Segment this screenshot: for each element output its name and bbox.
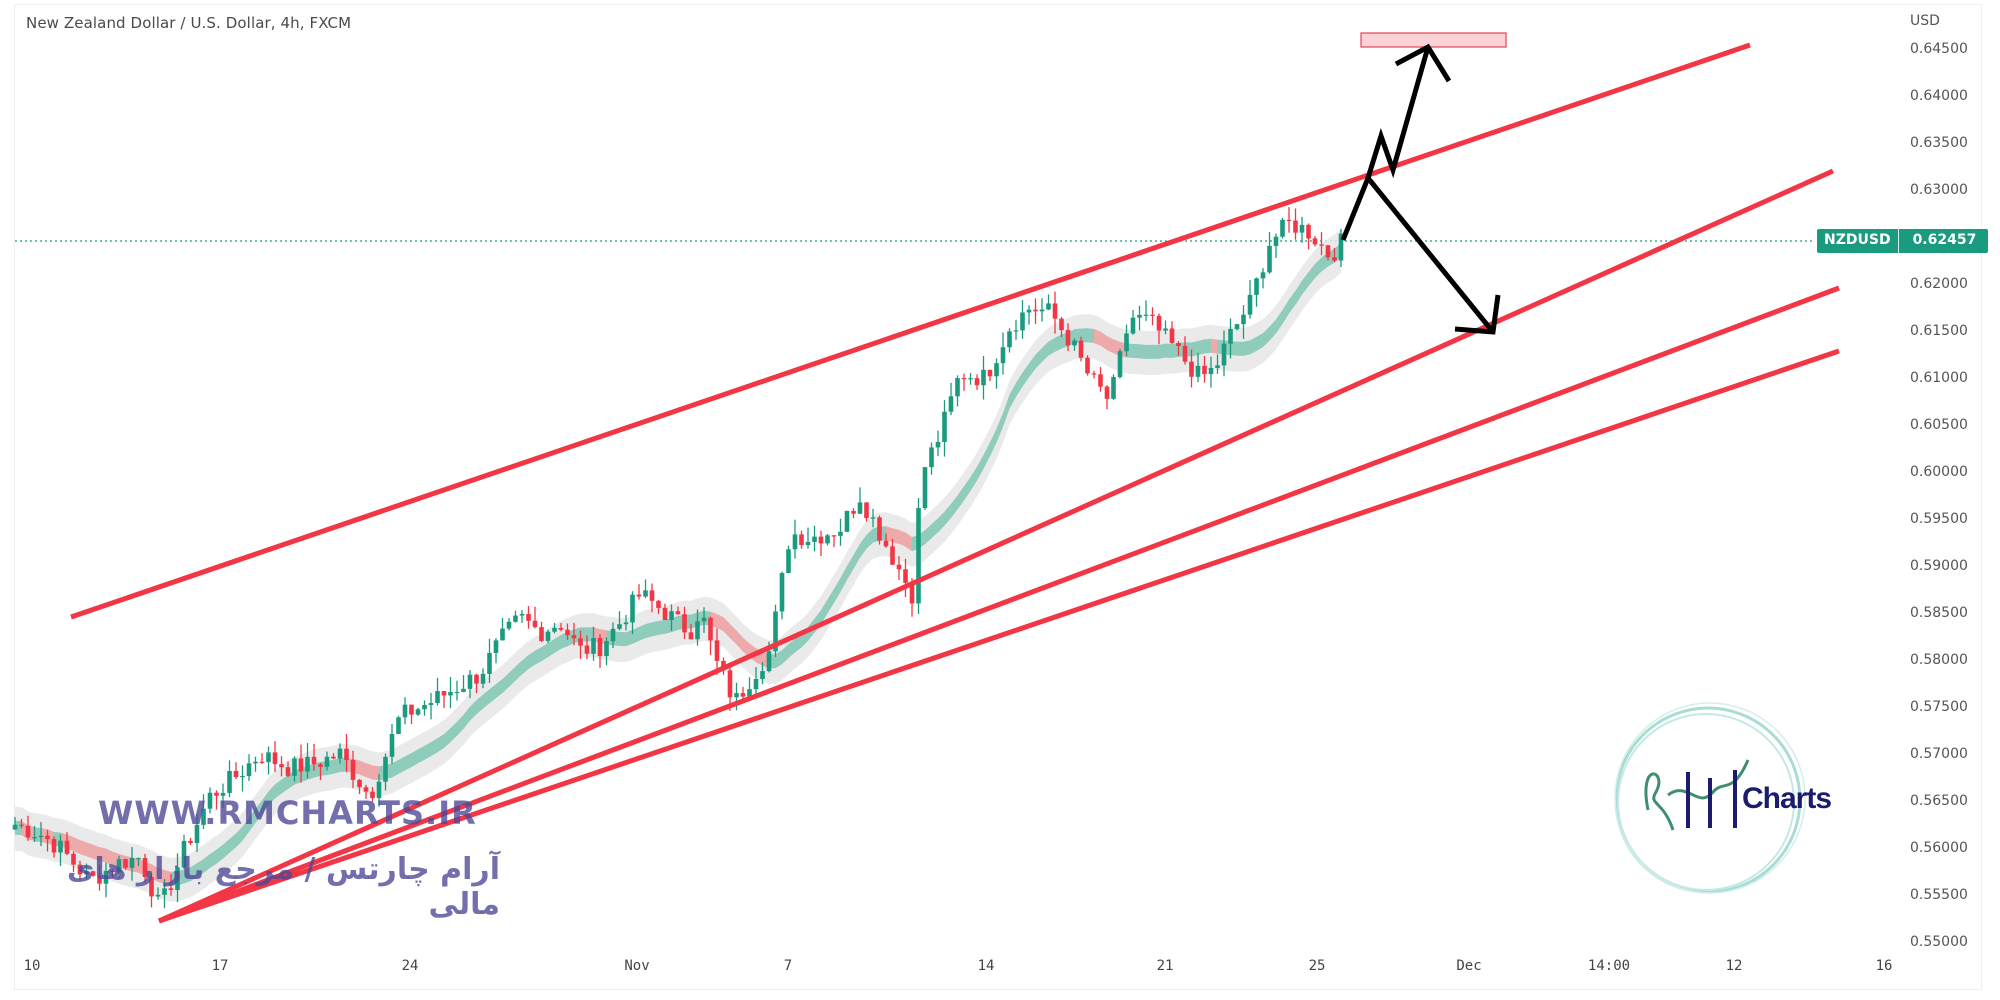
price-tick: 0.63500	[1910, 135, 1968, 151]
trendline-support-1[interactable]	[157, 168, 1835, 924]
time-tick: 17	[211, 958, 229, 974]
price-axis-currency: USD	[1910, 13, 1940, 29]
bullish-arrow-path[interactable]	[1340, 46, 1431, 241]
arrow-down-head-icon	[1454, 294, 1501, 335]
price-tick: 0.56500	[1910, 793, 1968, 809]
chart-drawings[interactable]	[70, 32, 1840, 924]
price-tick: 0.64000	[1910, 88, 1968, 104]
price-tick: 0.61000	[1910, 370, 1968, 386]
trendline-upper-channel[interactable]	[70, 42, 1751, 620]
price-tag-value: 0.62457	[1898, 229, 1989, 253]
price-tick: 0.55500	[1910, 887, 1968, 903]
time-tick: 7	[783, 958, 793, 974]
price-tick: 0.59000	[1910, 558, 1968, 574]
price-tick: 0.62000	[1910, 276, 1968, 292]
target-zone-rectangle[interactable]	[1360, 32, 1507, 48]
time-tick: 10	[23, 958, 41, 974]
arrow-up-head-icon	[1394, 43, 1452, 83]
time-tick: 21	[1156, 958, 1174, 974]
chart-title: New Zealand Dollar / U.S. Dollar, 4h, FX…	[26, 14, 352, 32]
price-tag-symbol: NZDUSD	[1817, 229, 1899, 253]
time-tick: 16	[1875, 958, 1893, 974]
price-tick: 0.55000	[1910, 934, 1968, 950]
time-tick: 14:00	[1587, 958, 1631, 974]
price-tick: 0.56000	[1910, 840, 1968, 856]
price-tick: 0.58000	[1910, 652, 1968, 668]
price-tick: 0.57000	[1910, 746, 1968, 762]
price-tick: 0.58500	[1910, 605, 1968, 621]
price-axis[interactable]: 0.64500 0.64000 0.63500 0.63000 0.62000 0.615…	[1890, 0, 1990, 960]
watermark-persian: آرام چارتس / مرجع بازار های مالی	[66, 852, 500, 922]
moving-average-ribbon	[15, 229, 1341, 902]
rmcharts-logo-icon	[1614, 702, 1806, 894]
trendline-support-3[interactable]	[158, 348, 1840, 924]
price-tick: 0.63000	[1910, 182, 1968, 198]
time-tick: Nov	[624, 958, 650, 974]
price-tick: 0.61500	[1910, 323, 1968, 339]
last-price-tag: NZDUSD 0.62457	[1817, 229, 1989, 253]
price-tick: 0.57500	[1910, 699, 1968, 715]
logo-text: Charts	[1742, 782, 1832, 815]
trendline-support-2[interactable]	[158, 285, 1840, 924]
time-tick: Dec	[1456, 958, 1482, 974]
price-tick: 0.64500	[1910, 41, 1968, 57]
watermark-url: WWW.RMCHARTS.IR	[98, 794, 477, 832]
candlestick-series	[12, 207, 1344, 909]
price-tick: 0.59500	[1910, 511, 1968, 527]
chart-frame	[14, 4, 1982, 990]
time-tick: 14	[977, 958, 995, 974]
time-tick: 25	[1308, 958, 1326, 974]
bearish-arrow-path[interactable]	[1366, 176, 1495, 334]
time-tick: 24	[401, 958, 419, 974]
price-tick: 0.60000	[1910, 464, 1968, 480]
price-tick: 0.60500	[1910, 417, 1968, 433]
time-tick: 12	[1725, 958, 1743, 974]
